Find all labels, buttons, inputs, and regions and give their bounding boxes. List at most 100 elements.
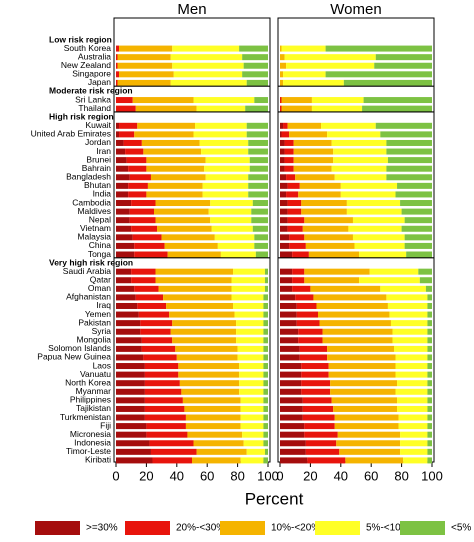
bar-segment: [116, 225, 132, 232]
bar-segment: [248, 139, 268, 146]
bar-segment: [280, 165, 285, 172]
bar-segment: [116, 423, 147, 430]
bar-segment: [280, 414, 303, 421]
bar-segment: [301, 200, 347, 207]
bar-segment: [359, 277, 420, 284]
bar-segment: [220, 251, 256, 258]
category-label: Oman: [88, 283, 111, 293]
bar-segment: [304, 234, 353, 241]
bar-segment: [116, 397, 145, 404]
bar-segment: [131, 225, 158, 232]
bar-segment: [117, 62, 173, 69]
bar-segment: [236, 320, 264, 327]
bar-segment: [116, 191, 129, 198]
bar-segment: [116, 294, 136, 301]
bar-segment: [176, 354, 238, 361]
bar-segment: [397, 397, 428, 404]
bar-segment: [263, 388, 268, 395]
bar-segment: [170, 54, 243, 61]
bar-segment: [419, 277, 432, 284]
bar-segment: [362, 105, 432, 112]
bar-segment: [132, 234, 162, 241]
bar-segment: [144, 414, 186, 421]
bar-segment: [146, 165, 205, 172]
bar-segment: [246, 448, 265, 455]
bar-segment: [237, 354, 264, 361]
bar-segment: [146, 423, 186, 430]
bar-segment: [125, 148, 144, 155]
bar-segment: [369, 268, 419, 275]
bar-segment: [129, 208, 154, 215]
category-label: India: [93, 189, 112, 199]
category-label: Solomon Islands: [48, 343, 111, 353]
bar-segment: [116, 148, 126, 155]
bar-segment: [129, 174, 151, 181]
legend-swatch: [400, 521, 445, 535]
category-label: Turkmenistan: [60, 412, 111, 422]
bar-segment: [280, 345, 300, 352]
bar-segment: [170, 79, 247, 86]
bar-segment: [141, 345, 176, 352]
bar-segment: [319, 320, 391, 327]
x-tick-label: 80: [230, 468, 244, 483]
bar-segment: [280, 242, 290, 249]
bar-segment: [427, 440, 432, 447]
bar-segment: [263, 405, 268, 412]
x-tick-label: 100: [257, 468, 279, 483]
bar-segment: [401, 225, 432, 232]
bar-segment: [116, 62, 118, 69]
bar-segment: [284, 157, 294, 164]
bar-segment: [116, 405, 145, 412]
bar-segment: [170, 328, 237, 335]
bar-segment: [147, 182, 203, 189]
bar-segment: [280, 423, 305, 430]
bar-segment: [280, 217, 288, 224]
bar-segment: [155, 217, 211, 224]
bar-segment: [280, 268, 293, 275]
x-tick-label: 60: [200, 468, 214, 483]
bar-segment: [246, 122, 268, 129]
bar-segment: [116, 139, 124, 146]
bar-segment: [392, 328, 428, 335]
bar-segment: [427, 380, 432, 387]
bar-segment: [143, 354, 177, 361]
group-header: High risk region: [49, 111, 114, 121]
category-label: Vanuatu: [80, 369, 111, 379]
bar-segment: [305, 440, 337, 447]
bar-segment: [134, 242, 165, 249]
category-label: Thailand: [78, 103, 111, 113]
bar-segment: [246, 79, 268, 86]
bar-segment: [116, 79, 118, 86]
bar-segment: [280, 431, 305, 438]
bar-segment: [322, 337, 393, 344]
bar-segment: [154, 208, 209, 215]
bar-segment: [134, 285, 159, 292]
bar-segment: [296, 311, 318, 318]
bar-segment: [292, 251, 309, 258]
bar-segment: [302, 225, 349, 232]
bar-segment: [395, 388, 428, 395]
bar-segment: [123, 139, 142, 146]
bar-segment: [237, 345, 264, 352]
bar-segment: [293, 139, 332, 146]
bar-segment: [263, 311, 268, 318]
bar-segment: [386, 148, 432, 155]
bar-segment: [311, 97, 364, 104]
group-header: Very high risk region: [49, 257, 133, 267]
bar-segment: [205, 174, 249, 181]
category-label: Iran: [96, 146, 111, 156]
bar-segment: [311, 105, 363, 112]
bar-segment: [263, 354, 268, 361]
bar-segment: [134, 131, 194, 138]
bar-segment: [252, 200, 268, 207]
bar-segment: [116, 182, 129, 189]
bar-segment: [264, 448, 268, 455]
bar-segment: [313, 294, 387, 301]
group-header: Moderate risk region: [49, 86, 133, 96]
bar-segment: [240, 414, 264, 421]
category-label: Kiribati: [85, 455, 111, 465]
bar-segment: [164, 242, 218, 249]
bar-segment: [193, 131, 247, 138]
legend-label: >=30%: [86, 523, 118, 534]
